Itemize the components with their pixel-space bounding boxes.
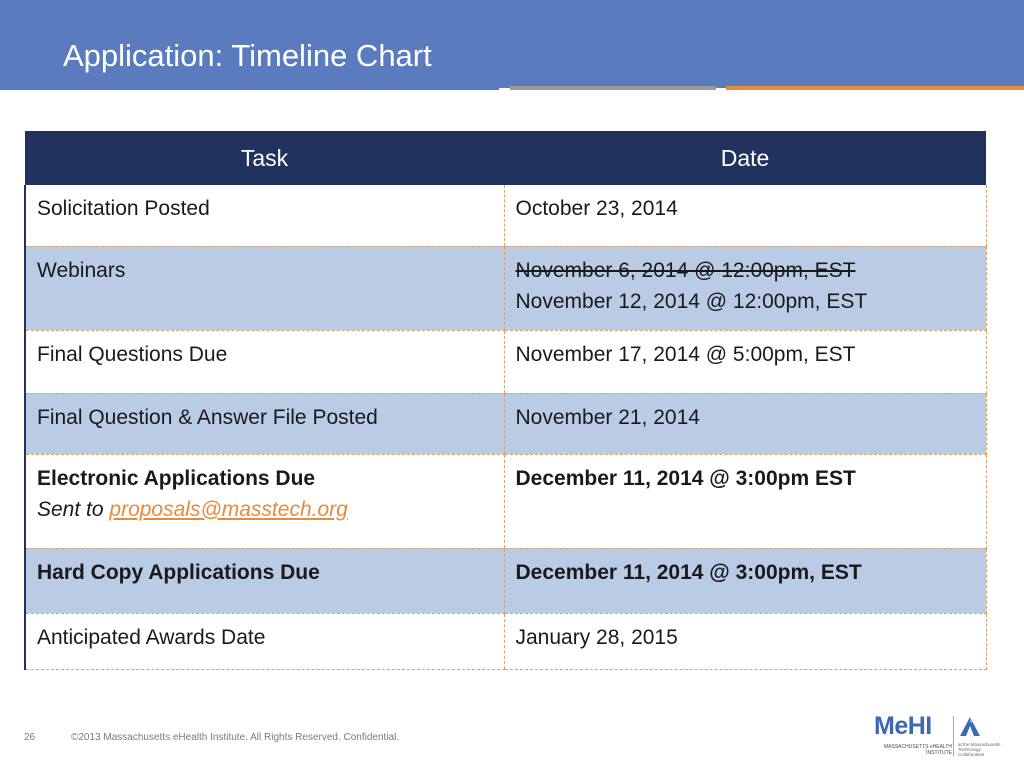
- logo-subtitle: MASSACHUSETTS eHEALTH INSTITUTE: [884, 744, 952, 756]
- table-row: Final Question & Answer File Posted Nove…: [24, 393, 987, 455]
- timeline-table: Task Date Solicitation Posted October 23…: [24, 131, 987, 670]
- table-row: Hard Copy Applications Due December 11, …: [24, 548, 987, 614]
- mehi-logo: MeHI MASSACHUSETTS eHEALTH INSTITUTE at …: [872, 710, 1012, 760]
- email-link[interactable]: proposals@masstech.org: [109, 497, 348, 521]
- date-cell: November 6, 2014 @ 12:00pm, EST November…: [503, 246, 987, 331]
- task-cell: Electronic Applications Due Sent to prop…: [24, 454, 504, 549]
- task-cell: Solicitation Posted: [24, 185, 504, 247]
- date-cell: December 11, 2014 @ 3:00pm EST: [503, 454, 987, 549]
- task-text: Electronic Applications Due: [37, 466, 316, 490]
- logo-divider: [953, 716, 954, 756]
- accent-stripe-gray: [510, 86, 716, 90]
- task-cell: Final Questions Due: [24, 330, 504, 394]
- accent-stripe-blue: [0, 86, 499, 90]
- slide-title: Application: Timeline Chart: [63, 38, 432, 73]
- header-date: Date: [504, 131, 986, 185]
- task-note: Sent to proposals@masstech.org: [37, 494, 493, 525]
- page-number: 26: [24, 732, 36, 743]
- table-row: Final Questions Due November 17, 2014 @ …: [24, 330, 987, 394]
- accent-stripe-orange: [726, 86, 1024, 90]
- date-cell: October 23, 2014: [503, 185, 987, 247]
- task-cell: Anticipated Awards Date: [24, 613, 504, 670]
- date-text: November 12, 2014 @ 12:00pm, EST: [515, 289, 868, 313]
- date-cell: January 28, 2015: [503, 613, 987, 670]
- logo-parent-org: at the Massachusetts Technology Collabor…: [958, 742, 1001, 757]
- table-row: Electronic Applications Due Sent to prop…: [24, 454, 987, 549]
- title-bar: Application: Timeline Chart: [0, 0, 1024, 88]
- table-header-row: Task Date: [25, 131, 986, 185]
- logo-mark: MeHI: [874, 712, 932, 740]
- task-cell: Webinars: [24, 246, 504, 331]
- table-row: Solicitation Posted October 23, 2014: [24, 185, 987, 247]
- task-note-prefix: Sent to: [37, 497, 110, 521]
- table-row: Anticipated Awards Date January 28, 2015: [24, 613, 987, 670]
- date-cell: November 17, 2014 @ 5:00pm, EST: [503, 330, 987, 394]
- table-row: Webinars November 6, 2014 @ 12:00pm, EST…: [24, 246, 987, 331]
- mountain-peak-icon: [960, 717, 980, 736]
- header-task: Task: [25, 131, 504, 185]
- task-cell: Hard Copy Applications Due: [24, 548, 504, 614]
- date-cell: December 11, 2014 @ 3:00pm, EST: [503, 548, 987, 614]
- date-struck-text: November 6, 2014 @ 12:00pm, EST: [515, 258, 856, 282]
- copyright-notice: ©2013 Massachusetts eHealth Institute. A…: [71, 732, 400, 743]
- task-cell: Final Question & Answer File Posted: [24, 393, 504, 455]
- date-cell: November 21, 2014: [503, 393, 987, 455]
